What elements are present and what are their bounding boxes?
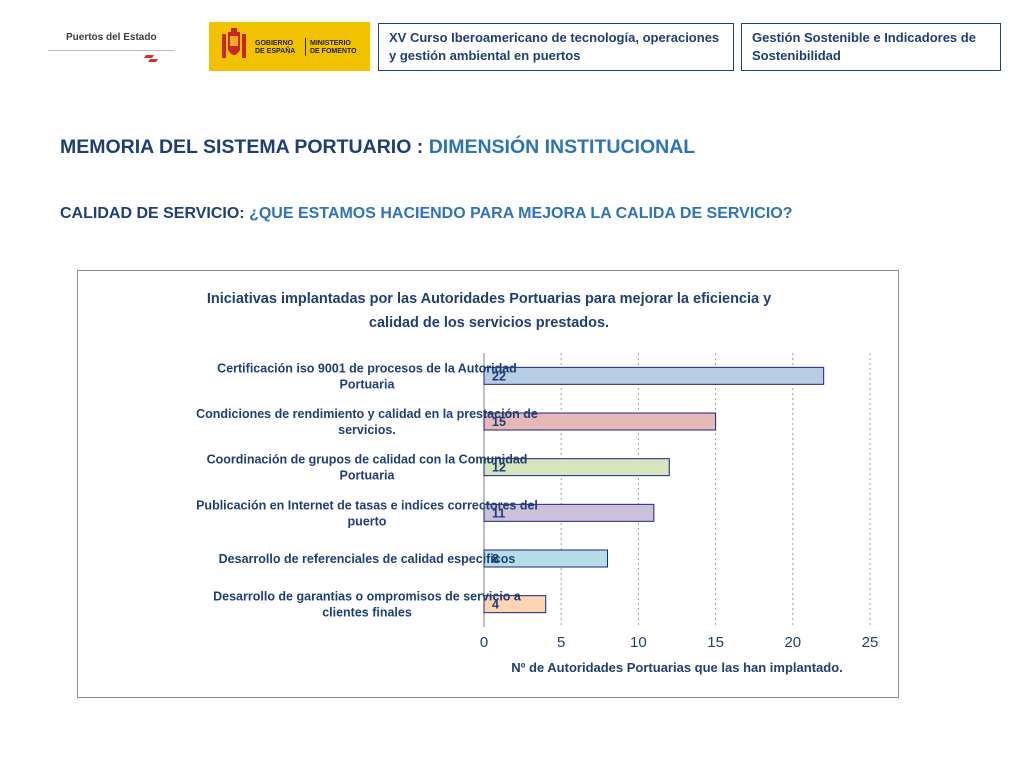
- page-subtitle-highlight: ¿QUE ESTAMOS HACIENDO PARA MEJORA LA CAL…: [249, 205, 793, 222]
- gobierno-line-2: DE ESPAÑA: [255, 48, 296, 55]
- topic-title-box: Gestión Sostenible e Indicadores de Sost…: [741, 23, 1001, 71]
- spain-coat-of-arms-icon: [222, 28, 246, 58]
- x-axis-label: Nº de Autoridades Portuarias que las han…: [511, 660, 843, 675]
- category-label: servicios.: [338, 423, 396, 437]
- category-label: puerto: [348, 514, 387, 528]
- gobierno-text: GOBIERNO DE ESPAÑA: [255, 40, 295, 56]
- page-title: MEMORIA DEL SISTEMA PORTUARIO : DIMENSIÓ…: [60, 136, 695, 159]
- bar-value-label: 11: [492, 506, 505, 520]
- x-tick-label: 10: [630, 634, 647, 651]
- chart-container: Iniciativas implantadas por las Autorida…: [77, 270, 899, 698]
- category-label: clientes finales: [322, 606, 412, 620]
- bar-value-label: 22: [492, 369, 506, 383]
- bar: [483, 503, 655, 522]
- gobierno-line-1: GOBIERNO: [255, 40, 294, 47]
- page-subtitle-main: CALIDAD DE SERVICIO:: [60, 205, 250, 222]
- bar: [483, 366, 825, 385]
- category-label: Portuaria: [340, 377, 396, 391]
- x-tick-label: 15: [707, 634, 724, 651]
- gobierno-espana-logo: GOBIERNO DE ESPAÑA MINISTERIO DE FOMENTO: [209, 22, 370, 71]
- category-label: Condiciones de rendimiento y calidad en …: [196, 407, 538, 421]
- category-label: Coordinación de grupos de calidad con la…: [207, 453, 528, 467]
- category-label: Desarrollo de garantias o ompromisos de …: [213, 590, 522, 604]
- bar: [483, 412, 717, 431]
- category-label: Publicación en Internet de tasas e indic…: [196, 498, 538, 512]
- bar-value-label: 4: [492, 598, 499, 612]
- logo-separator: [305, 38, 306, 56]
- chart-title-line: calidad de los servicios prestados.: [369, 315, 609, 331]
- bar-value-label: 12: [492, 461, 506, 475]
- category-label: Portuaria: [340, 469, 396, 483]
- bar-value-label: 8: [492, 552, 499, 566]
- x-tick-label: 25: [862, 634, 879, 651]
- x-tick-label: 5: [557, 634, 565, 651]
- puertos-del-estado-logo: Puertos del Estado: [48, 30, 176, 70]
- bar: [483, 595, 547, 614]
- bar: [483, 458, 670, 477]
- category-label: Certificación iso 9001 de procesos de la…: [217, 361, 517, 375]
- page-title-highlight: DIMENSIÓN INSTITUCIONAL: [428, 136, 696, 158]
- chart-title-line: Iniciativas implantadas por las Autorida…: [207, 291, 771, 307]
- logo-rule: [48, 50, 174, 51]
- bar-value-label: 15: [492, 415, 506, 429]
- page-title-main: MEMORIA DEL SISTEMA PORTUARIO :: [60, 136, 429, 158]
- category-label: Desarrollo de referenciales de calidad e…: [219, 552, 516, 566]
- puertos-del-estado-name: Puertos del Estado: [66, 32, 157, 43]
- course-title-box: XV Curso Iberoamericano de tecnología, o…: [378, 23, 734, 71]
- x-tick-label: 0: [480, 634, 488, 651]
- bar-chart: Iniciativas implantadas por las Autorida…: [196, 291, 879, 675]
- page-subtitle: CALIDAD DE SERVICIO: ¿QUE ESTAMOS HACIEN…: [60, 205, 793, 223]
- ministerio-line-1: MINISTERIO: [310, 40, 351, 47]
- ministerio-line-2: DE FOMENTO: [310, 48, 357, 55]
- puertos-mark-icon: [144, 55, 158, 62]
- ministerio-text: MINISTERIO DE FOMENTO: [310, 40, 357, 56]
- x-tick-label: 20: [784, 634, 801, 651]
- bar: [483, 549, 609, 568]
